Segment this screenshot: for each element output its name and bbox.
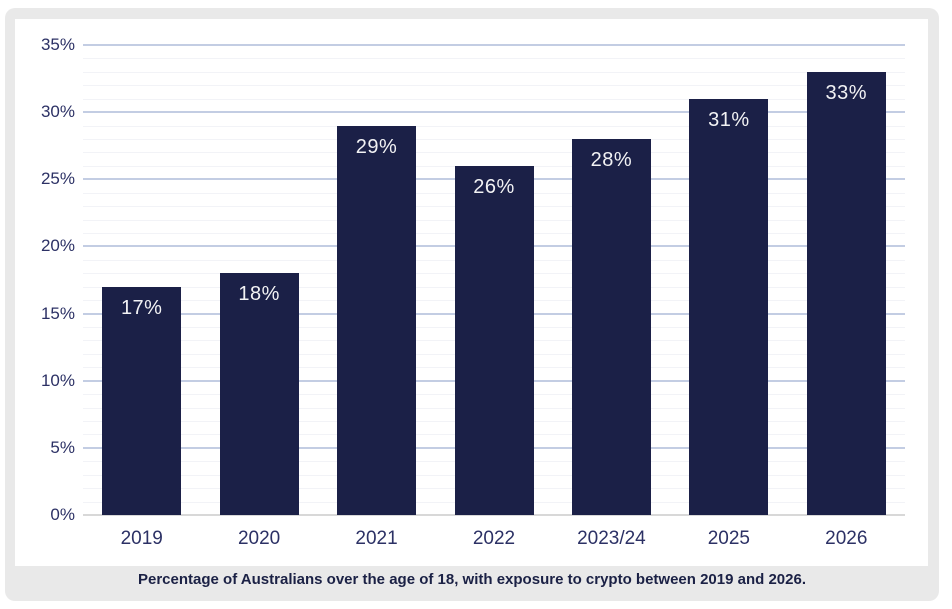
gridline-minor [83,98,905,100]
y-axis-tick-label: 25% [40,169,75,189]
x-axis-tick-label: 2025 [707,528,750,549]
y-axis-tick-label: 20% [40,236,75,256]
gridline-minor [83,139,905,140]
bar: 17% [102,286,182,515]
y-axis-tick-label: 0% [50,505,75,524]
bar-value-label: 31% [708,108,750,131]
gridline-major [83,111,905,114]
gridline-minor [83,85,905,87]
bar-value-label: 28% [590,149,633,171]
bar-value-label: 33% [825,81,868,104]
bar-value-label: 26% [473,175,515,198]
chart-card: 0% 5% 10% 15% 20% 25% 30% 35% 17% 18% 29% 26% 28% 31… [5,8,939,601]
gridline-minor [83,152,905,154]
bar-value-label: 18% [238,283,280,306]
bar: 18% [219,273,299,515]
bar-chart-plot: 0% 5% 10% 15% 20% 25% 30% 35% 17% 18% 29% 26% 28% 31… [15,19,928,566]
bar: 28% [571,139,651,515]
x-axis-baseline [83,514,905,516]
bar: 29% [337,125,417,515]
x-axis-tick-label: 2019 [120,528,163,549]
x-axis-tick-label: 2023/24 [577,528,646,549]
bar: 26% [454,165,534,515]
y-axis-tick-label: 15% [40,303,75,323]
x-axis-tick-label: 2026 [825,528,868,549]
y-axis-tick-label: 5% [50,437,75,457]
y-axis-tick-label: 35% [40,35,75,54]
y-axis-tick-label: 10% [40,370,75,390]
bar: 33% [806,71,886,515]
gridline-minor [83,125,905,127]
y-axis-tick-label: 30% [40,102,75,122]
x-axis-tick-label: 2021 [355,528,398,549]
gridline-major [83,44,905,46]
gridline-minor [83,58,905,60]
bar-value-label: 17% [120,296,163,319]
bar: 31% [689,98,769,515]
x-axis-tick-label: 2022 [472,528,516,549]
gridline-minor [83,71,905,73]
chart-panel: 0% 5% 10% 15% 20% 25% 30% 35% 17% 18% 29% 26% 28% 31… [15,19,928,566]
bar-value-label: 29% [355,135,398,158]
chart-caption: Percentage of Australians over the age o… [138,571,806,588]
x-axis-tick-label: 2020 [237,528,281,549]
